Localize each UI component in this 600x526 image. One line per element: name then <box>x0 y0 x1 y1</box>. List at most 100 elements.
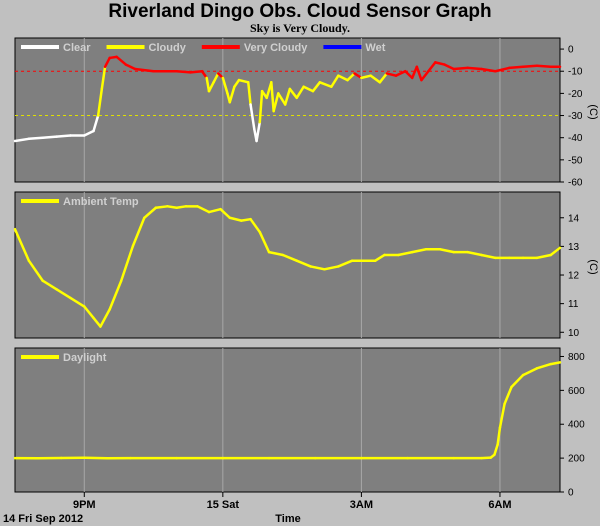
sky-series-segment <box>427 61 437 73</box>
daylight-legend-label: Daylight <box>63 352 107 364</box>
sky-legend-label: Wet <box>365 42 385 54</box>
sky-series-segment <box>443 63 456 71</box>
sky-series-segment <box>83 129 95 137</box>
daylight-plot-area <box>14 347 561 493</box>
ambient-series-segment <box>309 265 326 271</box>
sky-series-segment <box>353 72 363 80</box>
sky-series-segment <box>246 81 252 106</box>
ambient-series-segment <box>108 279 123 311</box>
sky-unit-label: (C) <box>587 104 599 119</box>
ambient-series-segment <box>143 206 158 220</box>
sky-series-segment <box>221 76 229 95</box>
sky-series-segment <box>277 92 287 106</box>
ambient-series-segment <box>219 207 232 220</box>
daylight-series-segment <box>480 456 492 460</box>
ambient-series-segment <box>83 305 95 320</box>
daylight-ytick-label: 200 <box>568 454 585 465</box>
daylight-panel: 0 200 400 600 800 Daylight <box>13 347 585 499</box>
ambient-plot-area <box>14 191 561 339</box>
ambient-series-segment <box>549 246 562 257</box>
daylight-series-segment <box>496 426 502 446</box>
ambient-series-segment <box>55 288 72 300</box>
sky-series-segment <box>207 81 215 93</box>
sky-series-segment <box>494 66 511 73</box>
ambient-series-segment <box>196 205 211 214</box>
sky-series-segment <box>92 114 100 133</box>
sky-ytick-label: -10 <box>568 67 583 78</box>
ambient-series-segment <box>480 253 497 260</box>
sky-series-segment <box>115 55 128 66</box>
ambient-ytick-label: 12 <box>568 271 580 282</box>
sky-series-segment <box>212 72 220 84</box>
sky-plot-area <box>14 37 561 183</box>
ambient-series-segment <box>175 205 188 209</box>
sky-series-segment <box>103 56 111 69</box>
sky-series-segment <box>13 137 31 143</box>
daylight-series-segment <box>535 362 553 370</box>
daylight-series-segment <box>503 385 513 406</box>
sky-series-segment <box>189 69 204 74</box>
sky-series-segment <box>452 66 469 71</box>
daylight-ytick-label: 600 <box>568 386 585 397</box>
sky-series-segment <box>124 63 137 71</box>
sky-series-segment <box>318 81 333 88</box>
sky-series-segment <box>175 69 192 74</box>
sky-series-segment <box>283 87 292 106</box>
sky-series-segment <box>480 67 497 73</box>
daylight-ytick-label: 800 <box>568 352 585 363</box>
sky-ytick-label: -30 <box>568 111 583 122</box>
sky-series-segment <box>249 103 256 131</box>
sky-series-segment <box>369 74 382 84</box>
sky-panel: 0 -10 -20 -30 -40 -50 -60 (C) Clear Cloudy Very Cl… <box>13 37 599 189</box>
daylight-series-segment <box>493 443 499 456</box>
sky-series-segment <box>535 64 553 69</box>
sky-series-segment <box>41 135 58 139</box>
sky-ytick-label: 0 <box>568 45 574 56</box>
ambient-series-segment <box>466 250 483 257</box>
sky-series-segment <box>228 85 236 104</box>
daylight-series-segment <box>498 402 506 429</box>
ambient-series-segment <box>337 259 354 268</box>
ambient-series-segment <box>27 259 44 282</box>
daylight-series-segment <box>510 373 525 389</box>
x-date-label: 14 Fri Sep 2012 <box>3 513 83 525</box>
ambient-ytick-label: 14 <box>568 213 580 224</box>
ambient-series-segment <box>41 279 58 291</box>
sky-series-segment <box>205 76 211 93</box>
sky-series-segment <box>302 85 315 93</box>
ambient-series-segment <box>410 248 428 254</box>
ambient-series-segment <box>258 230 271 254</box>
sky-series-segment <box>507 65 525 70</box>
ambient-series-segment <box>240 217 252 222</box>
sky-series-segment <box>311 81 322 93</box>
sky-series-segment <box>410 65 419 80</box>
sky-series-segment <box>237 78 250 84</box>
sky-series-segment <box>337 74 349 82</box>
sky-series-segment <box>466 66 483 71</box>
sky-series-segment <box>200 69 208 80</box>
ambient-series-segment <box>438 248 456 254</box>
daylight-series-segment <box>521 367 539 377</box>
ambient-panel: 10 11 12 13 14 (C) Ambient Temp <box>13 191 599 339</box>
ambient-series-segment <box>119 245 135 282</box>
sky-series-segment <box>295 85 305 100</box>
ambient-series-segment <box>535 253 553 260</box>
x-tick-label: 15 Sat <box>207 499 240 511</box>
ambient-series-segment <box>267 250 285 257</box>
sky-ytick-label: -60 <box>568 178 583 189</box>
sky-series-segment <box>270 81 275 113</box>
sky-series-segment <box>288 87 298 100</box>
ambient-legend-label: Ambient Temp <box>63 196 139 208</box>
ambient-ytick-label: 11 <box>568 299 579 310</box>
sky-legend-label: Cloudy <box>149 42 187 54</box>
sky-series-segment <box>27 136 44 141</box>
sky-series-segment <box>133 67 155 73</box>
ambient-series-segment <box>69 296 86 308</box>
ambient-series-segment <box>249 217 262 234</box>
chart-title: Riverland Dingo Obs. Cloud Sensor Graph <box>108 1 492 22</box>
sky-series-segment <box>360 74 372 80</box>
sky-series-segment <box>255 120 262 143</box>
sky-series-segment <box>420 69 430 82</box>
ambient-series-segment <box>207 207 222 214</box>
